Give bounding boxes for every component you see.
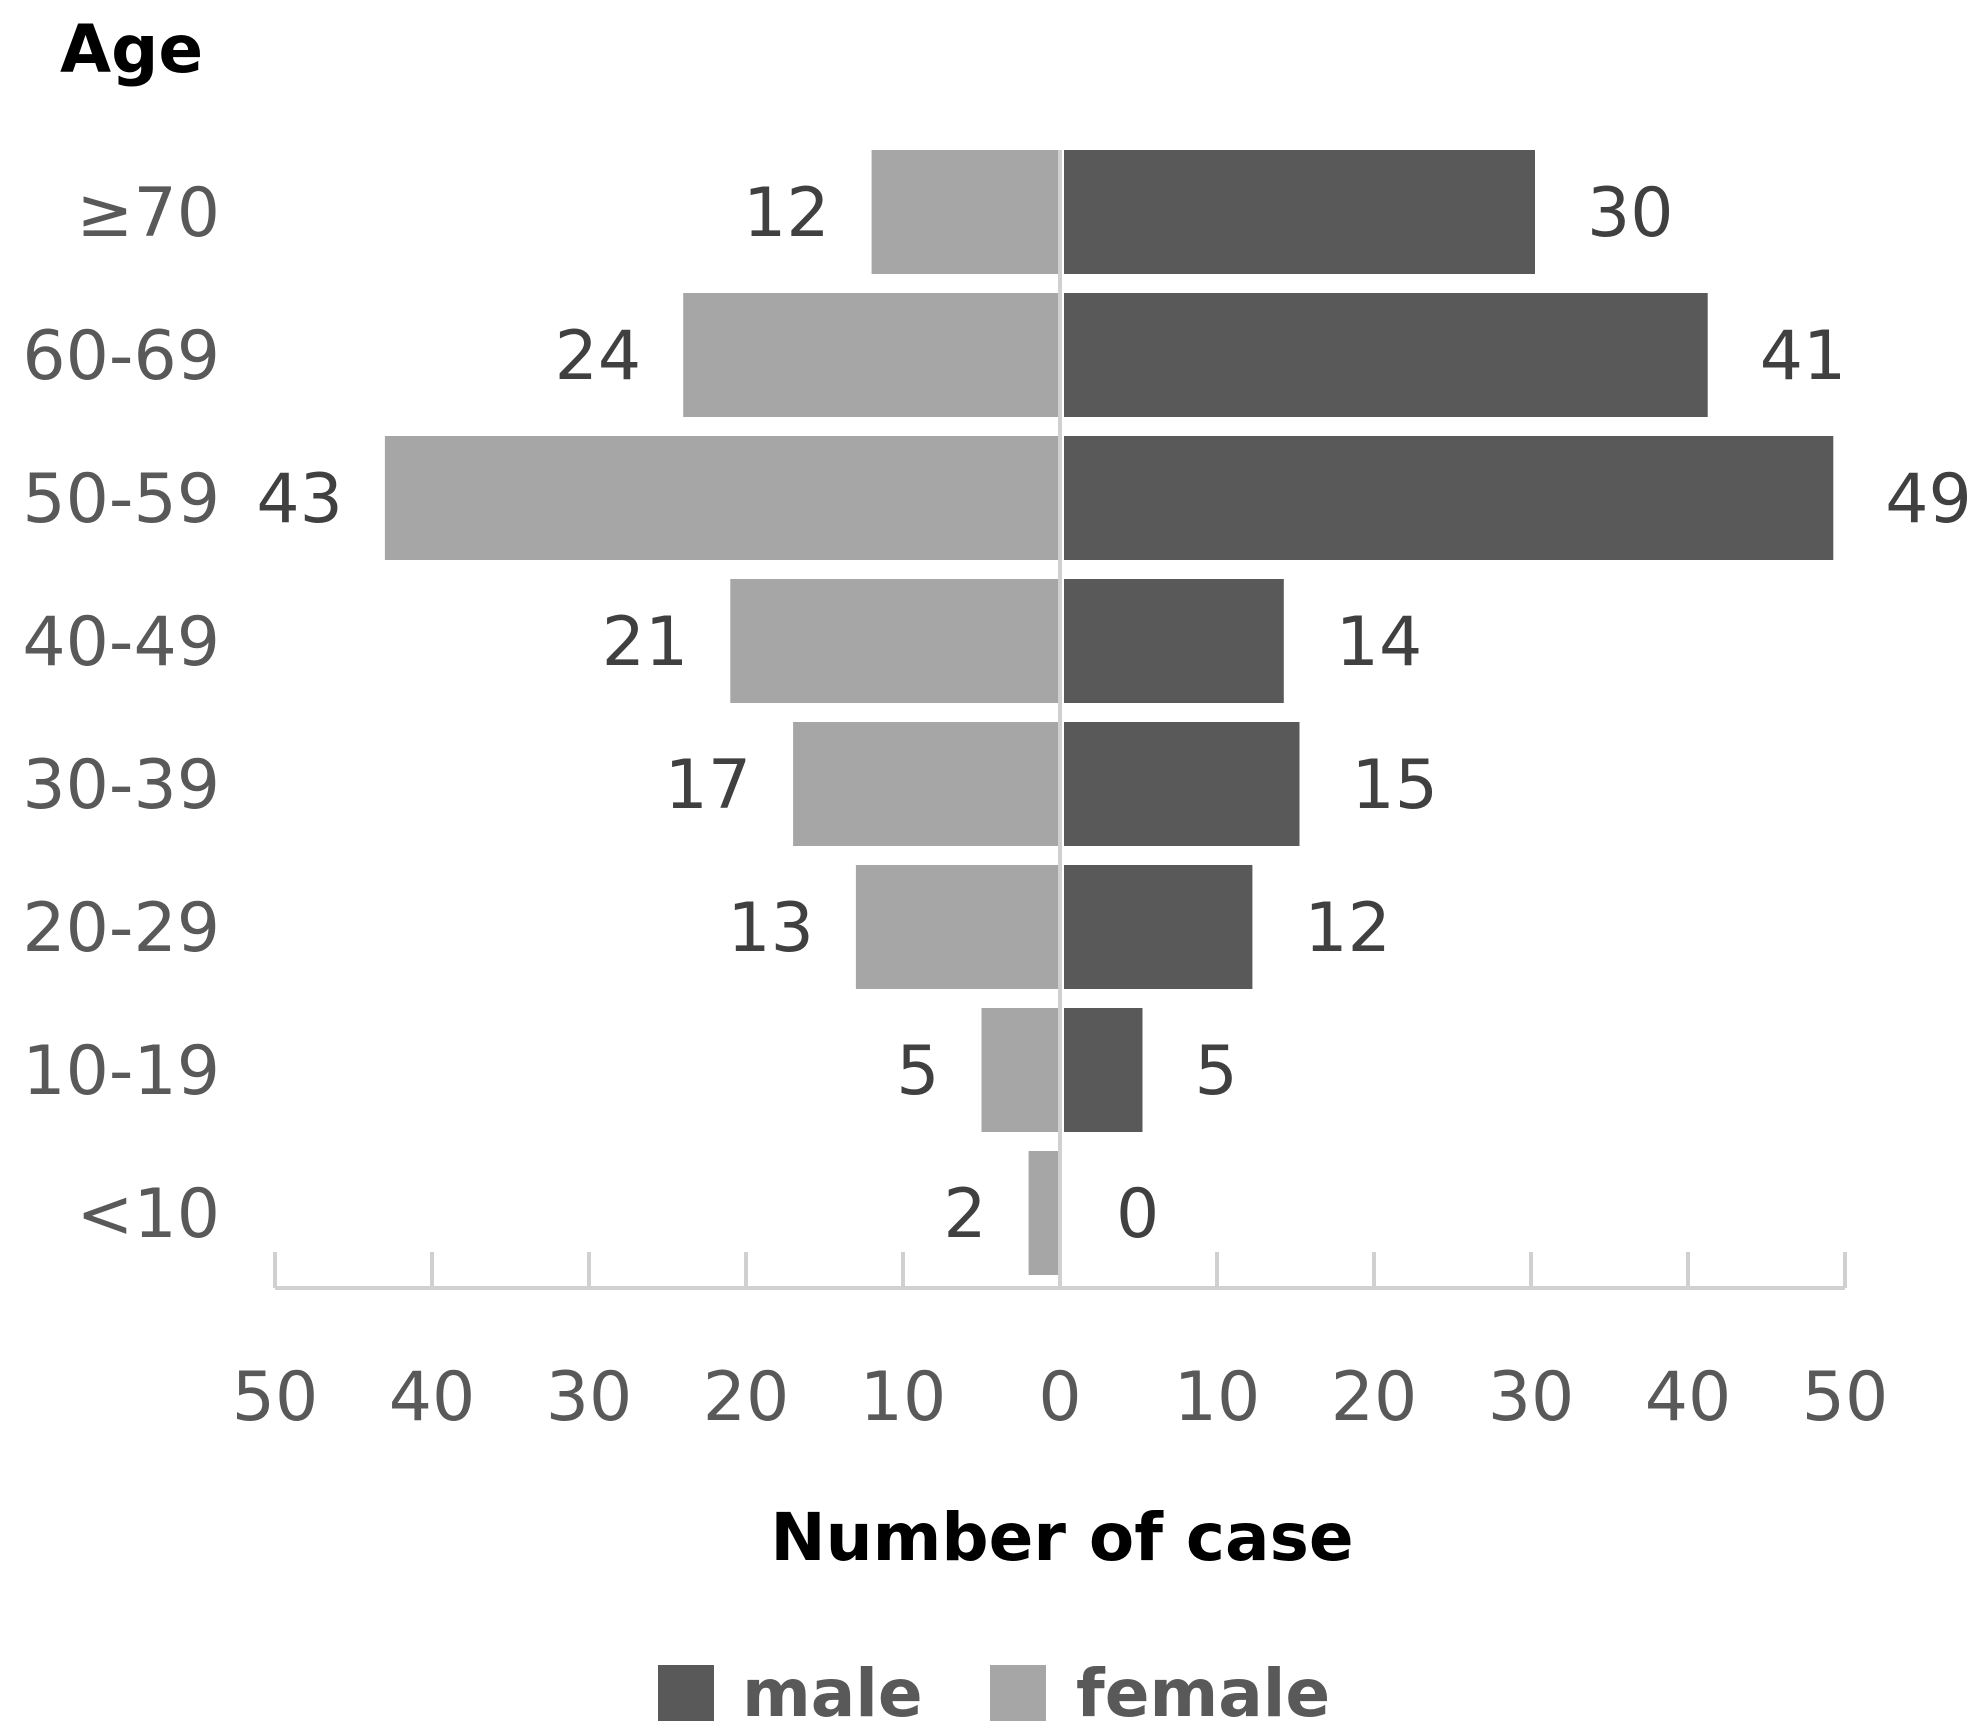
x-tick-label-10: 50 xyxy=(1802,1358,1889,1437)
bar-male-5 xyxy=(1064,865,1253,989)
value-label-male-7: 0 xyxy=(1116,1175,1159,1254)
value-label-male-1: 41 xyxy=(1760,317,1847,396)
legend-male-label: male xyxy=(742,1655,923,1732)
x-tick-label-0: 50 xyxy=(232,1358,319,1437)
value-label-female-5: 13 xyxy=(727,889,814,968)
category-labels: ≥70 60-69 50-59 40-49 30-39 20-29 10-19 <10 xyxy=(22,174,220,1254)
value-label-female-0: 12 xyxy=(743,174,830,253)
bar-female-6 xyxy=(981,1008,1060,1132)
category-label-3: 40-49 xyxy=(22,603,220,682)
bar-female-1 xyxy=(683,293,1060,417)
bar-male-1 xyxy=(1064,293,1708,417)
bar-male-4 xyxy=(1064,722,1300,846)
x-axis: 50 40 30 20 10 0 10 20 30 40 50 xyxy=(232,150,1889,1437)
value-label-female-4: 17 xyxy=(665,746,752,825)
x-tick-label-5: 0 xyxy=(1038,1358,1081,1437)
bar-male-0 xyxy=(1064,150,1535,274)
value-label-female-3: 21 xyxy=(602,603,689,682)
legend-female-swatch xyxy=(990,1665,1046,1721)
category-label-2: 50-59 xyxy=(22,460,220,539)
legend-female-label: female xyxy=(1076,1655,1330,1732)
value-label-male-4: 15 xyxy=(1352,746,1439,825)
bar-female-4 xyxy=(793,722,1060,846)
value-label-male-3: 14 xyxy=(1336,603,1423,682)
value-label-female-7: 2 xyxy=(943,1175,986,1254)
category-label-4: 30-39 xyxy=(22,746,220,825)
x-tick-label-4: 10 xyxy=(860,1358,947,1437)
value-label-female-2: 43 xyxy=(256,460,343,539)
bars-group xyxy=(384,150,1834,1275)
bar-male-3 xyxy=(1064,579,1284,703)
bar-female-2 xyxy=(384,436,1060,560)
x-tick-label-6: 10 xyxy=(1174,1358,1261,1437)
category-label-7: <10 xyxy=(76,1175,220,1254)
x-axis-label: Number of case xyxy=(770,1499,1353,1576)
bar-female-3 xyxy=(730,579,1060,703)
legend: male female xyxy=(658,1655,1330,1732)
bar-female-5 xyxy=(855,865,1060,989)
bar-female-0 xyxy=(871,150,1060,274)
value-label-female-1: 24 xyxy=(555,317,642,396)
category-label-1: 60-69 xyxy=(22,317,220,396)
value-label-male-0: 30 xyxy=(1587,174,1674,253)
x-tick-label-8: 30 xyxy=(1488,1358,1575,1437)
category-label-6: 10-19 xyxy=(22,1032,220,1111)
y-axis-label: Age xyxy=(60,11,203,88)
x-tick-label-3: 20 xyxy=(703,1358,790,1437)
category-label-5: 20-29 xyxy=(22,889,220,968)
value-label-male-6: 5 xyxy=(1195,1032,1238,1111)
x-tick-label-1: 40 xyxy=(389,1358,476,1437)
value-label-male-2: 49 xyxy=(1885,460,1972,539)
category-label-0: ≥70 xyxy=(76,174,220,253)
bar-male-2 xyxy=(1064,436,1834,560)
x-tick-label-9: 40 xyxy=(1645,1358,1732,1437)
x-tick-label-2: 30 xyxy=(546,1358,633,1437)
legend-male-swatch xyxy=(658,1665,714,1721)
value-label-female-6: 5 xyxy=(896,1032,939,1111)
x-tick-label-7: 20 xyxy=(1331,1358,1418,1437)
bar-female-7 xyxy=(1028,1151,1060,1275)
bar-male-6 xyxy=(1064,1008,1143,1132)
value-label-male-5: 12 xyxy=(1304,889,1391,968)
